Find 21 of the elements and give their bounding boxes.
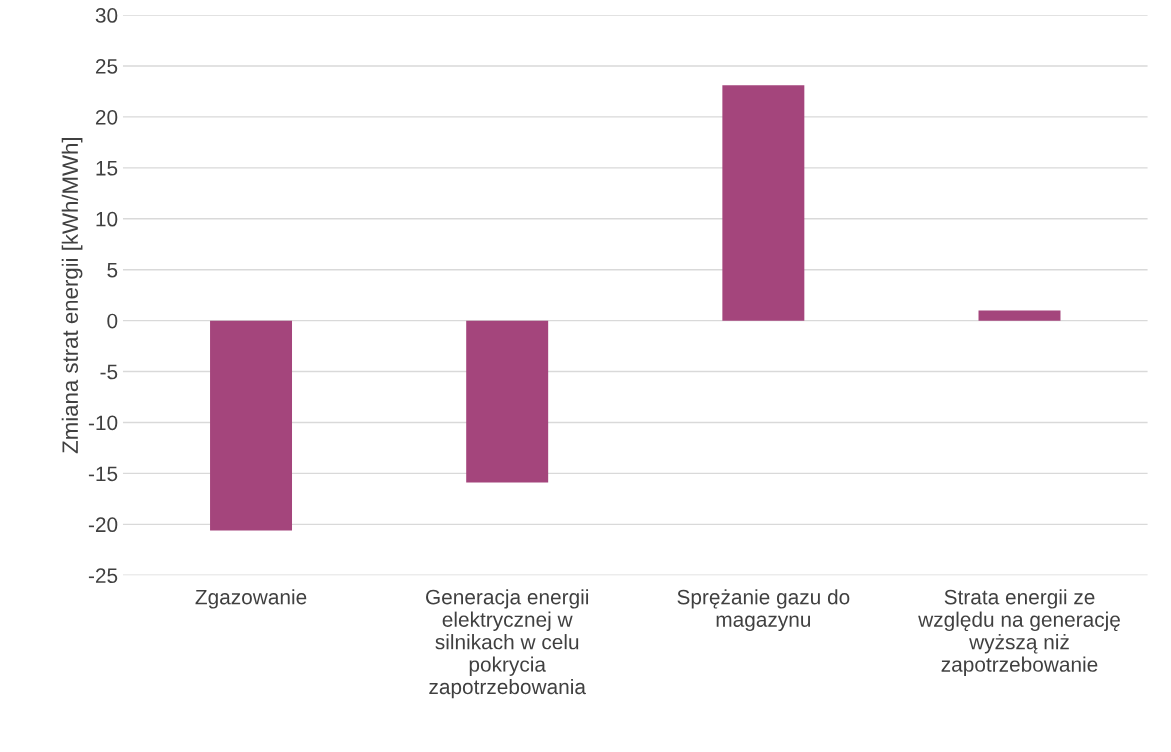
y-tick-label: 20 [95,109,118,125]
bar [978,310,1061,321]
y-tick-label: 10 [96,211,118,227]
x-tick-label: Zgazowanie [195,589,307,609]
y-tick-label: -25 [88,568,118,584]
y-tick-label: 0 [107,313,118,329]
y-tick-label: -10 [88,415,118,431]
y-tick-label: 5 [107,262,118,278]
y-tick-label: -5 [100,364,118,380]
bar [722,85,805,321]
x-tick-label: Sprężanie gazu do magazynu [677,589,850,632]
x-tick-label: Generacja energii elektrycznej w silnikach w celu pokrycia zapotrzebowania [426,589,589,699]
y-tick-label: 15 [96,161,118,176]
y-tick-label: 30 [95,8,118,23]
y-axis-title: Zmiana strat energii [kWh/MWh] [61,138,83,454]
y-tick-label: 25 [95,58,118,74]
x-tick-label: Strata energii ze względu na generację wyższą niż zapotrzebowanie [918,589,1120,676]
bar [466,320,549,483]
y-tick-label: -15 [88,466,118,482]
bar [210,320,293,531]
y-tick-label: -20 [88,517,118,533]
